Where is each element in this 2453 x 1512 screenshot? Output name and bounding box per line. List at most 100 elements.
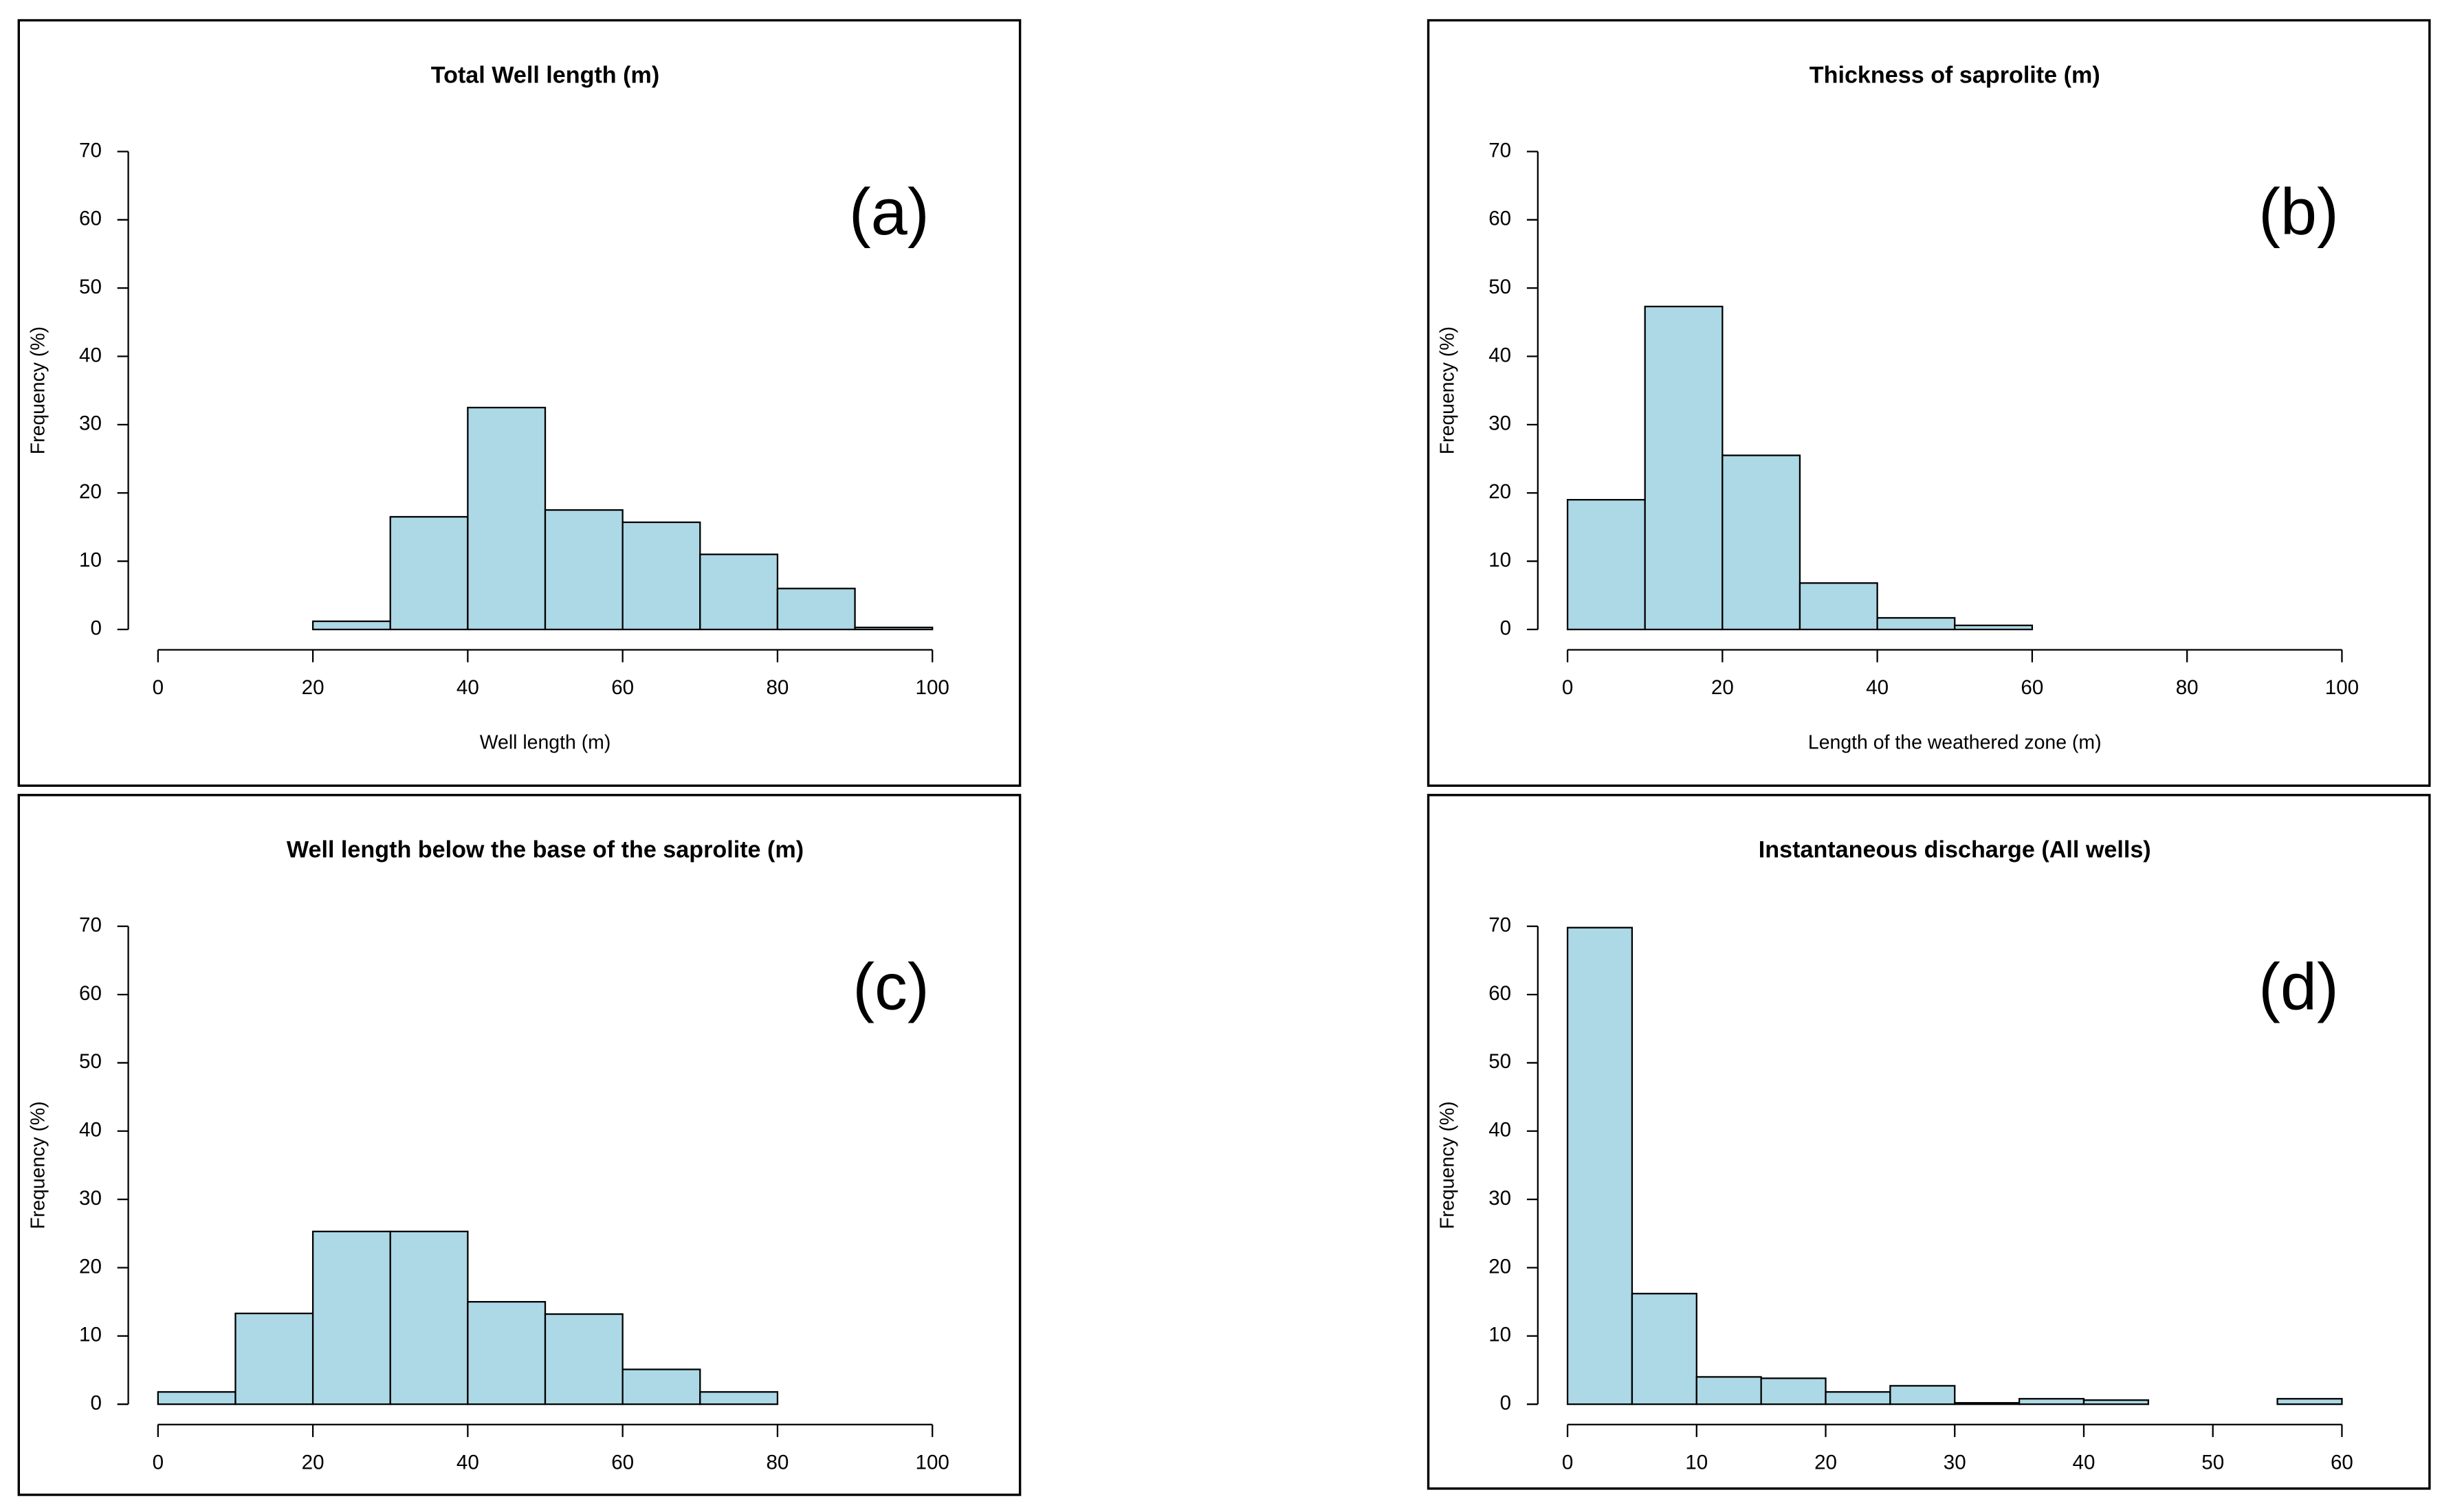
y-tick-label: 20 [79, 480, 102, 503]
x-tick-label: 20 [302, 1451, 324, 1474]
histogram-bar [1798, 582, 1878, 631]
histogram-bar [2018, 1398, 2085, 1405]
y-tick-label: 50 [79, 1050, 102, 1073]
y-tick-label: 0 [90, 617, 101, 640]
panel-frame [1427, 794, 2431, 1490]
y-tick-label: 0 [1500, 1392, 1511, 1414]
histogram-bar [2082, 1399, 2149, 1405]
histogram-bar [1760, 1377, 1827, 1405]
histogram-bar [467, 406, 547, 631]
y-tick-label: 10 [1488, 548, 1511, 571]
y-tick-label: 10 [79, 548, 102, 571]
y-tick-label: 0 [1500, 617, 1511, 640]
y-tick-label: 50 [79, 276, 102, 298]
y-tick-label: 30 [79, 412, 102, 435]
histogram-bar [1825, 1391, 1891, 1405]
x-tick-label: 80 [2176, 676, 2199, 699]
histogram-bar [622, 521, 701, 631]
y-tick-label: 30 [1488, 1187, 1511, 1210]
x-tick-label: 100 [916, 1451, 949, 1474]
x-tick-label: 60 [2331, 1451, 2353, 1474]
histogram-bar [234, 1312, 314, 1405]
x-tick-label: 50 [2201, 1451, 2224, 1474]
x-tick-label: 60 [2021, 676, 2043, 699]
y-tick-label: 20 [79, 1255, 102, 1278]
x-tick-label: 0 [1562, 1451, 1573, 1474]
x-tick-label: 20 [1814, 1451, 1837, 1474]
chart-title: Well length below the base of the saprol… [287, 837, 804, 863]
histogram-bar [544, 1313, 624, 1405]
panel-label: (a) [849, 176, 930, 249]
panel-frame [17, 794, 1022, 1496]
x-tick-label: 40 [1866, 676, 1889, 699]
panel-frame [1427, 19, 2431, 787]
histogram-bar [311, 620, 391, 631]
histogram-bar [1566, 499, 1646, 631]
histogram-bar [1644, 305, 1724, 631]
panel: 0 20 40 60 80 100 0 10 20 30 40 50 60 70 Well length b… [17, 794, 1022, 1496]
x-tick-label: 0 [1562, 676, 1573, 699]
x-tick-label: 0 [153, 676, 164, 699]
histogram-bar [544, 509, 624, 631]
panel-label: (b) [2258, 176, 2339, 249]
histogram-bar [776, 588, 856, 631]
y-tick-label: 40 [1488, 1119, 1511, 1142]
histogram-bar [1954, 624, 2034, 631]
histogram-bar [699, 1391, 779, 1405]
y-tick-label: 30 [79, 1187, 102, 1210]
panel: 0 20 40 60 80 100 0 10 20 30 40 50 60 70 Thickness of … [1427, 19, 2431, 787]
x-tick-label: 100 [916, 676, 949, 699]
y-tick-label: 40 [1488, 344, 1511, 366]
y-tick-label: 10 [1488, 1324, 1511, 1346]
x-axis-label: Well length (m) [480, 731, 611, 753]
x-tick-label: 80 [766, 1451, 789, 1474]
y-tick-label: 50 [1488, 1050, 1511, 1073]
histogram-bar [389, 515, 469, 631]
histogram-bar [311, 1230, 391, 1405]
y-tick-label: 70 [1488, 914, 1511, 937]
histogram-bar [699, 553, 779, 631]
y-tick-label: 60 [79, 208, 102, 230]
y-tick-label: 40 [79, 344, 102, 366]
y-tick-label: 60 [1488, 982, 1511, 1005]
histogram-bar [854, 626, 934, 631]
y-tick-label: 50 [1488, 276, 1511, 298]
panel-frame [17, 19, 1022, 787]
y-tick-label: 70 [79, 914, 102, 937]
chart-title: Total Well length (m) [431, 62, 659, 88]
y-tick-label: 10 [79, 1324, 102, 1346]
x-tick-label: 10 [1685, 1451, 1708, 1474]
y-tick-label: 20 [1488, 1255, 1511, 1278]
x-tick-label: 20 [1711, 676, 1734, 699]
x-tick-label: 60 [611, 1451, 634, 1474]
y-tick-label: 60 [79, 982, 102, 1005]
histogram-bar [622, 1368, 701, 1405]
panel-label: (c) [852, 950, 929, 1023]
y-tick-label: 40 [79, 1119, 102, 1142]
x-tick-label: 60 [611, 676, 634, 699]
x-tick-label: 20 [302, 676, 324, 699]
chart-title: Thickness of saprolite (m) [1810, 62, 2100, 88]
x-tick-label: 40 [2073, 1451, 2096, 1474]
x-tick-label: 40 [456, 1451, 479, 1474]
histogram-bar [1695, 1376, 1762, 1405]
y-tick-label: 70 [79, 139, 102, 162]
panel: 0 20 40 60 80 100 0 10 20 30 40 50 60 70 Total Well le… [17, 19, 1022, 787]
histogram-bar [1889, 1385, 1956, 1405]
x-tick-label: 0 [153, 1451, 164, 1474]
histogram-bar [1954, 1402, 2021, 1405]
x-tick-label: 40 [456, 676, 479, 699]
y-tick-label: 70 [1488, 139, 1511, 162]
x-tick-label: 30 [1944, 1451, 1966, 1474]
histogram-bar [467, 1301, 547, 1405]
y-axis-label: Frequency (%) [27, 1101, 49, 1229]
histogram-bar [1566, 926, 1634, 1405]
x-tick-label: 100 [2325, 676, 2359, 699]
y-tick-label: 60 [1488, 208, 1511, 230]
histogram-bar [1631, 1293, 1697, 1405]
panel-label: (d) [2258, 950, 2339, 1023]
y-axis-label: Frequency (%) [1437, 1101, 1459, 1229]
histogram-bar [1876, 616, 1956, 631]
